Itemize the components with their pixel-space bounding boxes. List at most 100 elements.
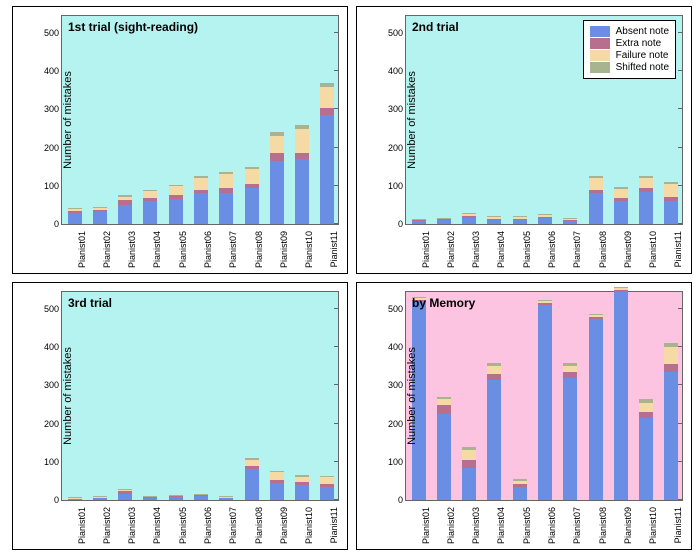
- bar-seg-extra: [320, 484, 334, 486]
- x-tick-label: Pianist08: [254, 231, 264, 268]
- bar-seg-shifted: [169, 495, 183, 496]
- bar-seg-extra: [245, 184, 259, 188]
- plot-area: 2nd trial0100200300400500Absent noteExtr…: [405, 15, 683, 225]
- y-tick-label: 300: [388, 380, 406, 390]
- bar-seg-failure: [639, 178, 653, 188]
- bar-seg-failure: [639, 403, 653, 413]
- bar-seg-absent: [487, 220, 501, 224]
- bar-seg-extra: [93, 497, 107, 498]
- x-tick-label: Pianist10: [648, 507, 658, 544]
- x-tick-label: Pianist01: [421, 507, 431, 544]
- bar-seg-shifted: [194, 494, 208, 495]
- bar-seg-shifted: [219, 172, 233, 174]
- x-tick-label: Pianist03: [471, 507, 481, 544]
- x-tick-label: Pianist07: [572, 231, 582, 268]
- y-axis-label: Number of mistakes: [406, 71, 418, 169]
- legend-label: Shifted note: [616, 62, 669, 73]
- bar-seg-absent: [219, 498, 233, 500]
- y-tick-label: 100: [388, 181, 406, 191]
- legend-row: Shifted note: [590, 62, 669, 73]
- bar-seg-failure: [68, 209, 82, 211]
- bar-seg-extra: [270, 480, 284, 483]
- x-tick-label: Pianist02: [102, 231, 112, 268]
- bar-seg-failure: [118, 197, 132, 201]
- bar-seg-extra: [169, 496, 183, 497]
- panel-0: 1st trial (sight-reading)010020030040050…: [12, 6, 348, 274]
- bar-seg-failure: [245, 460, 259, 467]
- bar-seg-failure: [589, 178, 603, 189]
- bar-seg-failure: [219, 497, 233, 498]
- x-tick-label: Pianist10: [304, 507, 314, 544]
- bar-seg-shifted: [639, 399, 653, 403]
- y-tick-label: 200: [44, 143, 62, 153]
- legend: Absent noteExtra noteFailure noteShifted…: [583, 20, 676, 79]
- bar-seg-shifted: [437, 218, 451, 219]
- bar-seg-failure: [219, 174, 233, 187]
- bar-seg-extra: [169, 195, 183, 199]
- x-tick-label: Pianist06: [547, 231, 557, 268]
- bar-seg-absent: [538, 305, 552, 500]
- x-tick-label: Pianist09: [623, 231, 633, 268]
- bar-seg-shifted: [169, 185, 183, 186]
- y-tick-label: 100: [44, 457, 62, 467]
- bar-seg-extra: [68, 211, 82, 213]
- x-tick-label: Pianist06: [203, 231, 213, 268]
- bar-seg-extra: [563, 372, 577, 378]
- bar-seg-shifted: [295, 125, 309, 129]
- bar-seg-absent: [118, 205, 132, 224]
- bar-seg-shifted: [219, 496, 233, 497]
- bar-seg-absent: [563, 378, 577, 500]
- bar-seg-extra: [513, 484, 527, 487]
- y-tick-label: 200: [388, 419, 406, 429]
- bar-seg-failure: [487, 366, 501, 374]
- bar-seg-absent: [93, 211, 107, 224]
- bar-seg-absent: [639, 418, 653, 500]
- y-tick-label: 500: [388, 304, 406, 314]
- bar-seg-shifted: [320, 476, 334, 478]
- bar-seg-shifted: [194, 176, 208, 178]
- x-tick-label: Pianist06: [547, 507, 557, 544]
- bar-seg-failure: [589, 315, 603, 317]
- x-tick-label: Pianist04: [496, 231, 506, 268]
- bar-seg-failure: [614, 288, 628, 290]
- y-axis-label: Number of mistakes: [62, 347, 74, 445]
- plot-area: 1st trial (sight-reading)010020030040050…: [61, 15, 339, 225]
- x-tick-label: Pianist07: [572, 507, 582, 544]
- bar-seg-failure: [93, 208, 107, 210]
- bar-seg-failure: [270, 136, 284, 153]
- y-tick-label: 500: [388, 28, 406, 38]
- x-tick-label: Pianist04: [496, 507, 506, 544]
- y-tick-label: 0: [54, 495, 62, 505]
- bar-seg-shifted: [589, 176, 603, 178]
- bar-seg-failure: [194, 178, 208, 189]
- bar-seg-absent: [614, 292, 628, 500]
- bar-seg-failure: [194, 494, 208, 495]
- x-tick-label: Pianist02: [446, 231, 456, 268]
- bar-seg-shifted: [563, 363, 577, 366]
- bar-seg-shifted: [245, 167, 259, 169]
- legend-label: Extra note: [616, 38, 662, 49]
- panel-title: 2nd trial: [412, 20, 459, 34]
- bar-seg-absent: [143, 498, 157, 500]
- bar-seg-shifted: [614, 287, 628, 288]
- x-tick-label: Pianist05: [522, 507, 532, 544]
- bar-seg-extra: [412, 220, 426, 221]
- bar-seg-shifted: [118, 195, 132, 196]
- bar-seg-shifted: [143, 190, 157, 191]
- bar-seg-extra: [614, 290, 628, 292]
- bar-seg-absent: [219, 193, 233, 224]
- bar-seg-failure: [563, 366, 577, 372]
- legend-swatch: [590, 50, 610, 61]
- bar-seg-shifted: [93, 496, 107, 497]
- bar-seg-failure: [462, 213, 476, 216]
- bar-seg-shifted: [563, 218, 577, 219]
- bar-seg-failure: [295, 129, 309, 154]
- bar-seg-extra: [589, 190, 603, 194]
- bar-seg-extra: [437, 219, 451, 220]
- bar-seg-shifted: [487, 363, 501, 367]
- bar-seg-shifted: [487, 216, 501, 217]
- bar-seg-extra: [219, 497, 233, 498]
- bar-seg-extra: [462, 460, 476, 468]
- bar-seg-failure: [412, 219, 426, 220]
- bar-seg-absent: [295, 159, 309, 224]
